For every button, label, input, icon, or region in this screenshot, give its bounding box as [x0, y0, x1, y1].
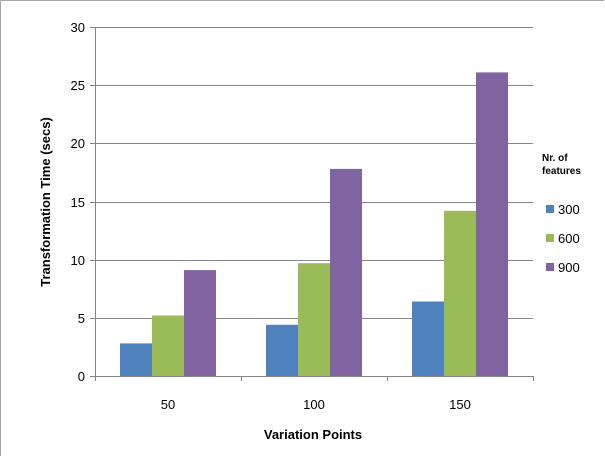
legend-label-600: 600 — [558, 231, 580, 246]
bar-900-50 — [184, 270, 216, 376]
legend-swatch-300 — [546, 205, 554, 213]
y-tick-label: 30 — [71, 20, 85, 35]
y-axis-title: Transformation Time (secs) — [38, 117, 53, 287]
y-tick-label: 25 — [71, 78, 85, 93]
bar-300-100 — [266, 324, 298, 376]
bar-600-150 — [444, 210, 476, 376]
y-tick-label: 0 — [78, 369, 85, 384]
bar-600-100 — [298, 263, 330, 376]
y-tick-label: 10 — [71, 253, 85, 268]
bar-600-50 — [152, 315, 184, 376]
legend-label-300: 300 — [558, 202, 580, 217]
x-tick-label: 50 — [161, 397, 175, 412]
y-tick-label: 5 — [78, 311, 85, 326]
legend-label-900: 900 — [558, 260, 580, 275]
bar-300-150 — [412, 301, 444, 376]
bar-900-100 — [330, 168, 362, 376]
axes — [90, 27, 534, 381]
bars — [120, 72, 508, 377]
legend-items: 300 600 900 — [546, 202, 580, 275]
x-tick-label: 100 — [303, 397, 325, 412]
legend-swatch-900 — [546, 263, 554, 271]
bar-300-50 — [120, 343, 152, 376]
legend-title-line2: features — [542, 166, 581, 177]
legend-swatch-600 — [546, 234, 554, 242]
bar-900-150 — [476, 72, 508, 377]
legend-title-line1: Nr. of — [542, 153, 568, 164]
x-tick-label: 150 — [449, 397, 471, 412]
tick-labels: 0 5 10 15 20 25 30 50 100 150 — [71, 20, 471, 412]
y-tick-label: 15 — [71, 195, 85, 210]
x-axis-title: Variation Points — [264, 427, 362, 442]
y-tick-label: 20 — [71, 136, 85, 151]
legend: Nr. of features 300 600 900 — [542, 153, 581, 275]
